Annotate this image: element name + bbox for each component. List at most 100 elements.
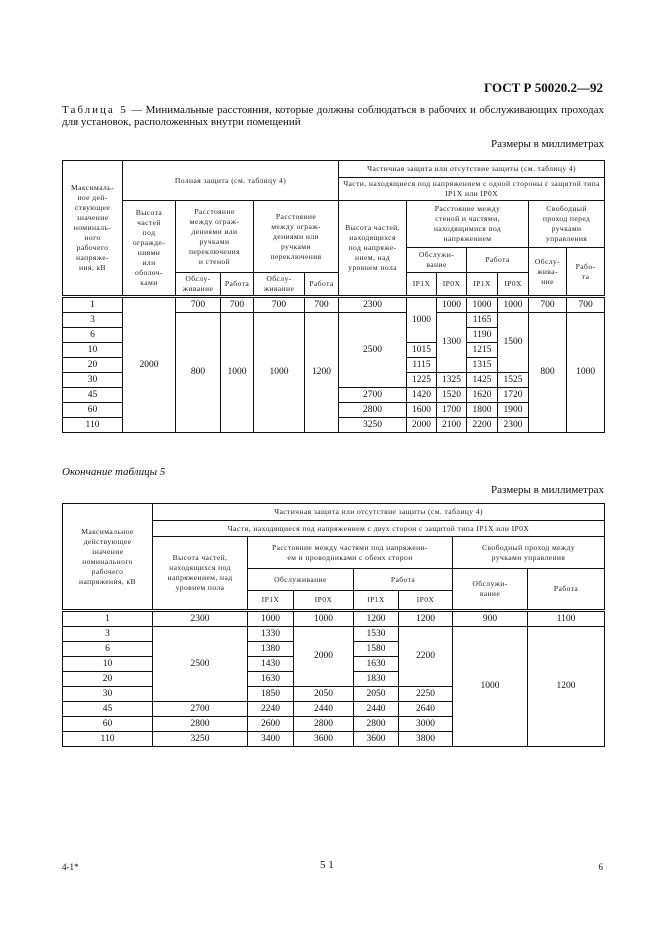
voltage-cell: 1 bbox=[62, 610, 153, 627]
column-header: Обслужи- вание bbox=[406, 247, 468, 273]
value-cell: 3250 bbox=[152, 731, 248, 747]
table-row: 30 1850 2050 2050 2250 bbox=[62, 686, 605, 702]
value-cell: 1850 bbox=[247, 686, 294, 702]
table-caption: Таблица 5 — Минимальные расстояния, кото… bbox=[62, 104, 604, 128]
column-header: IP1X bbox=[353, 590, 399, 612]
table-row: 60 2800 1600 1700 1800 1900 bbox=[62, 402, 605, 418]
value-cell: 2050 bbox=[353, 686, 399, 702]
column-header: Расстояние между ограж- дениями или ручк… bbox=[175, 200, 254, 273]
column-header: IP0X bbox=[398, 590, 453, 612]
value-cell: 1015 bbox=[406, 342, 438, 358]
value-cell: 2250 bbox=[398, 686, 453, 702]
column-header: Высота частей под ограждe- ниями или обо… bbox=[122, 200, 176, 298]
value-cell: 2600 bbox=[247, 716, 294, 732]
value-cell: 2700 bbox=[338, 387, 408, 403]
value-cell: 1000 bbox=[566, 312, 606, 433]
header-row: Максималь- ное дей- ствующее значение но… bbox=[62, 160, 606, 298]
value-cell: 2000 bbox=[406, 417, 438, 433]
value-cell: 1000 bbox=[452, 626, 528, 747]
units-label: Размеры в миллиметрах bbox=[491, 138, 604, 150]
value-cell: 2300 bbox=[338, 296, 408, 313]
column-header: Рабо- та bbox=[566, 247, 606, 298]
value-cell: 2200 bbox=[398, 626, 453, 687]
value-cell: 2300 bbox=[497, 417, 530, 433]
value-cell: 700 bbox=[566, 296, 606, 313]
value-cell: 700 bbox=[175, 296, 221, 313]
column-header: IP0X bbox=[436, 272, 468, 298]
value-cell: 1315 bbox=[466, 357, 499, 373]
value-cell: 3400 bbox=[247, 731, 294, 747]
table-5-part-2: Максимальное действующее значение номина… bbox=[62, 503, 606, 747]
header-row: IP1X IP0X IP1X IP0X bbox=[63, 590, 605, 612]
table-row: 1 2300 1000 1000 1200 1200 900 1100 bbox=[62, 610, 606, 627]
value-cell: 1000 bbox=[436, 296, 468, 313]
voltage-cell: 10 bbox=[62, 656, 153, 672]
value-cell: 1430 bbox=[247, 656, 294, 672]
table-row: 60 2800 2600 2800 2800 3000 bbox=[62, 716, 605, 732]
table-row: 110 3250 3400 3600 3600 3800 bbox=[62, 731, 605, 747]
column-header: Полная защита (см. таблицу 4) bbox=[121, 160, 340, 201]
value-cell: 1500 bbox=[497, 312, 530, 373]
value-cell: 1420 bbox=[406, 387, 438, 403]
voltage-cell: 20 bbox=[62, 671, 153, 687]
value-cell: 2050 bbox=[293, 686, 354, 702]
value-cell: 1330 bbox=[247, 626, 294, 642]
value-cell: 2800 bbox=[293, 716, 354, 732]
header-row: Максимальное действующее значение номина… bbox=[62, 503, 606, 612]
value-cell: 700 bbox=[220, 296, 254, 313]
value-cell: 1190 bbox=[466, 327, 499, 343]
voltage-cell: 3 bbox=[62, 626, 153, 642]
value-cell: 2440 bbox=[353, 701, 399, 717]
table-row: 10 1015 1215 bbox=[62, 342, 605, 358]
column-header: Части, находящиеся под напряжением с дву… bbox=[151, 520, 606, 537]
column-header: IP1X bbox=[466, 272, 499, 298]
value-cell: 1720 bbox=[497, 387, 530, 403]
value-cell: 1630 bbox=[353, 656, 399, 672]
value-cell: 1580 bbox=[353, 641, 399, 657]
value-cell: 2200 bbox=[466, 417, 499, 433]
value-cell: 1200 bbox=[526, 626, 606, 747]
column-header: Работа bbox=[303, 272, 340, 298]
table-row: 110 3250 2000 2100 2200 2300 bbox=[62, 417, 605, 433]
value-cell: 1000 bbox=[293, 610, 354, 627]
column-header: Расстояние между стеной и частями, наход… bbox=[406, 200, 530, 248]
column-header: Высота частей, находящихся под напряже- … bbox=[338, 200, 408, 298]
value-cell: 2440 bbox=[293, 701, 354, 717]
value-cell: 1165 bbox=[466, 312, 499, 328]
table-caption-lead: Таблица 5 bbox=[62, 104, 128, 116]
column-header: Обслуживание bbox=[247, 568, 354, 591]
value-cell: 1225 bbox=[406, 372, 438, 388]
column-header: Свободный проход между ручками управлени… bbox=[451, 536, 606, 569]
column-header: Обслужи- вание bbox=[452, 568, 528, 612]
value-cell: 2700 bbox=[152, 701, 248, 717]
column-header: Частичная защита или отсутствие защиты (… bbox=[151, 503, 606, 521]
value-cell: 2640 bbox=[398, 701, 453, 717]
table-row: 3 2500 1330 2000 1530 2200 1000 1200 bbox=[62, 626, 606, 747]
value-cell: 700 bbox=[253, 296, 305, 313]
column-header: Работа bbox=[353, 568, 453, 591]
voltage-cell: 60 bbox=[62, 716, 153, 732]
voltage-cell: 110 bbox=[62, 417, 123, 433]
value-cell: 3800 bbox=[398, 731, 453, 747]
column-header: Обслу- жива- ние bbox=[528, 247, 568, 298]
value-cell: 1115 bbox=[406, 357, 438, 373]
value-cell: 1520 bbox=[436, 387, 468, 403]
column-header: Работа bbox=[220, 272, 254, 298]
column-header: IP0X bbox=[497, 272, 530, 298]
value-cell: 700 bbox=[528, 296, 568, 313]
value-cell: 2800 bbox=[353, 716, 399, 732]
value-cell: 3250 bbox=[338, 417, 408, 433]
value-cell: 1380 bbox=[247, 641, 294, 657]
footer-print-mark: 4-1* bbox=[62, 862, 79, 872]
value-cell: 1000 bbox=[247, 610, 294, 627]
value-cell: 2500 bbox=[338, 312, 408, 388]
value-cell: 2800 bbox=[152, 716, 248, 732]
value-cell: 1525 bbox=[497, 372, 530, 388]
value-cell: 1000 bbox=[497, 296, 530, 313]
value-cell: 2100 bbox=[436, 417, 468, 433]
value-cell: 1800 bbox=[466, 402, 499, 418]
column-header: Части, находящиеся под напряжением с одн… bbox=[338, 177, 606, 201]
table-row: 45 2700 1420 1520 1620 1720 bbox=[62, 387, 605, 403]
continuation-label: Окончание таблицы 5 bbox=[62, 466, 166, 478]
value-cell: 1000 bbox=[220, 312, 254, 433]
